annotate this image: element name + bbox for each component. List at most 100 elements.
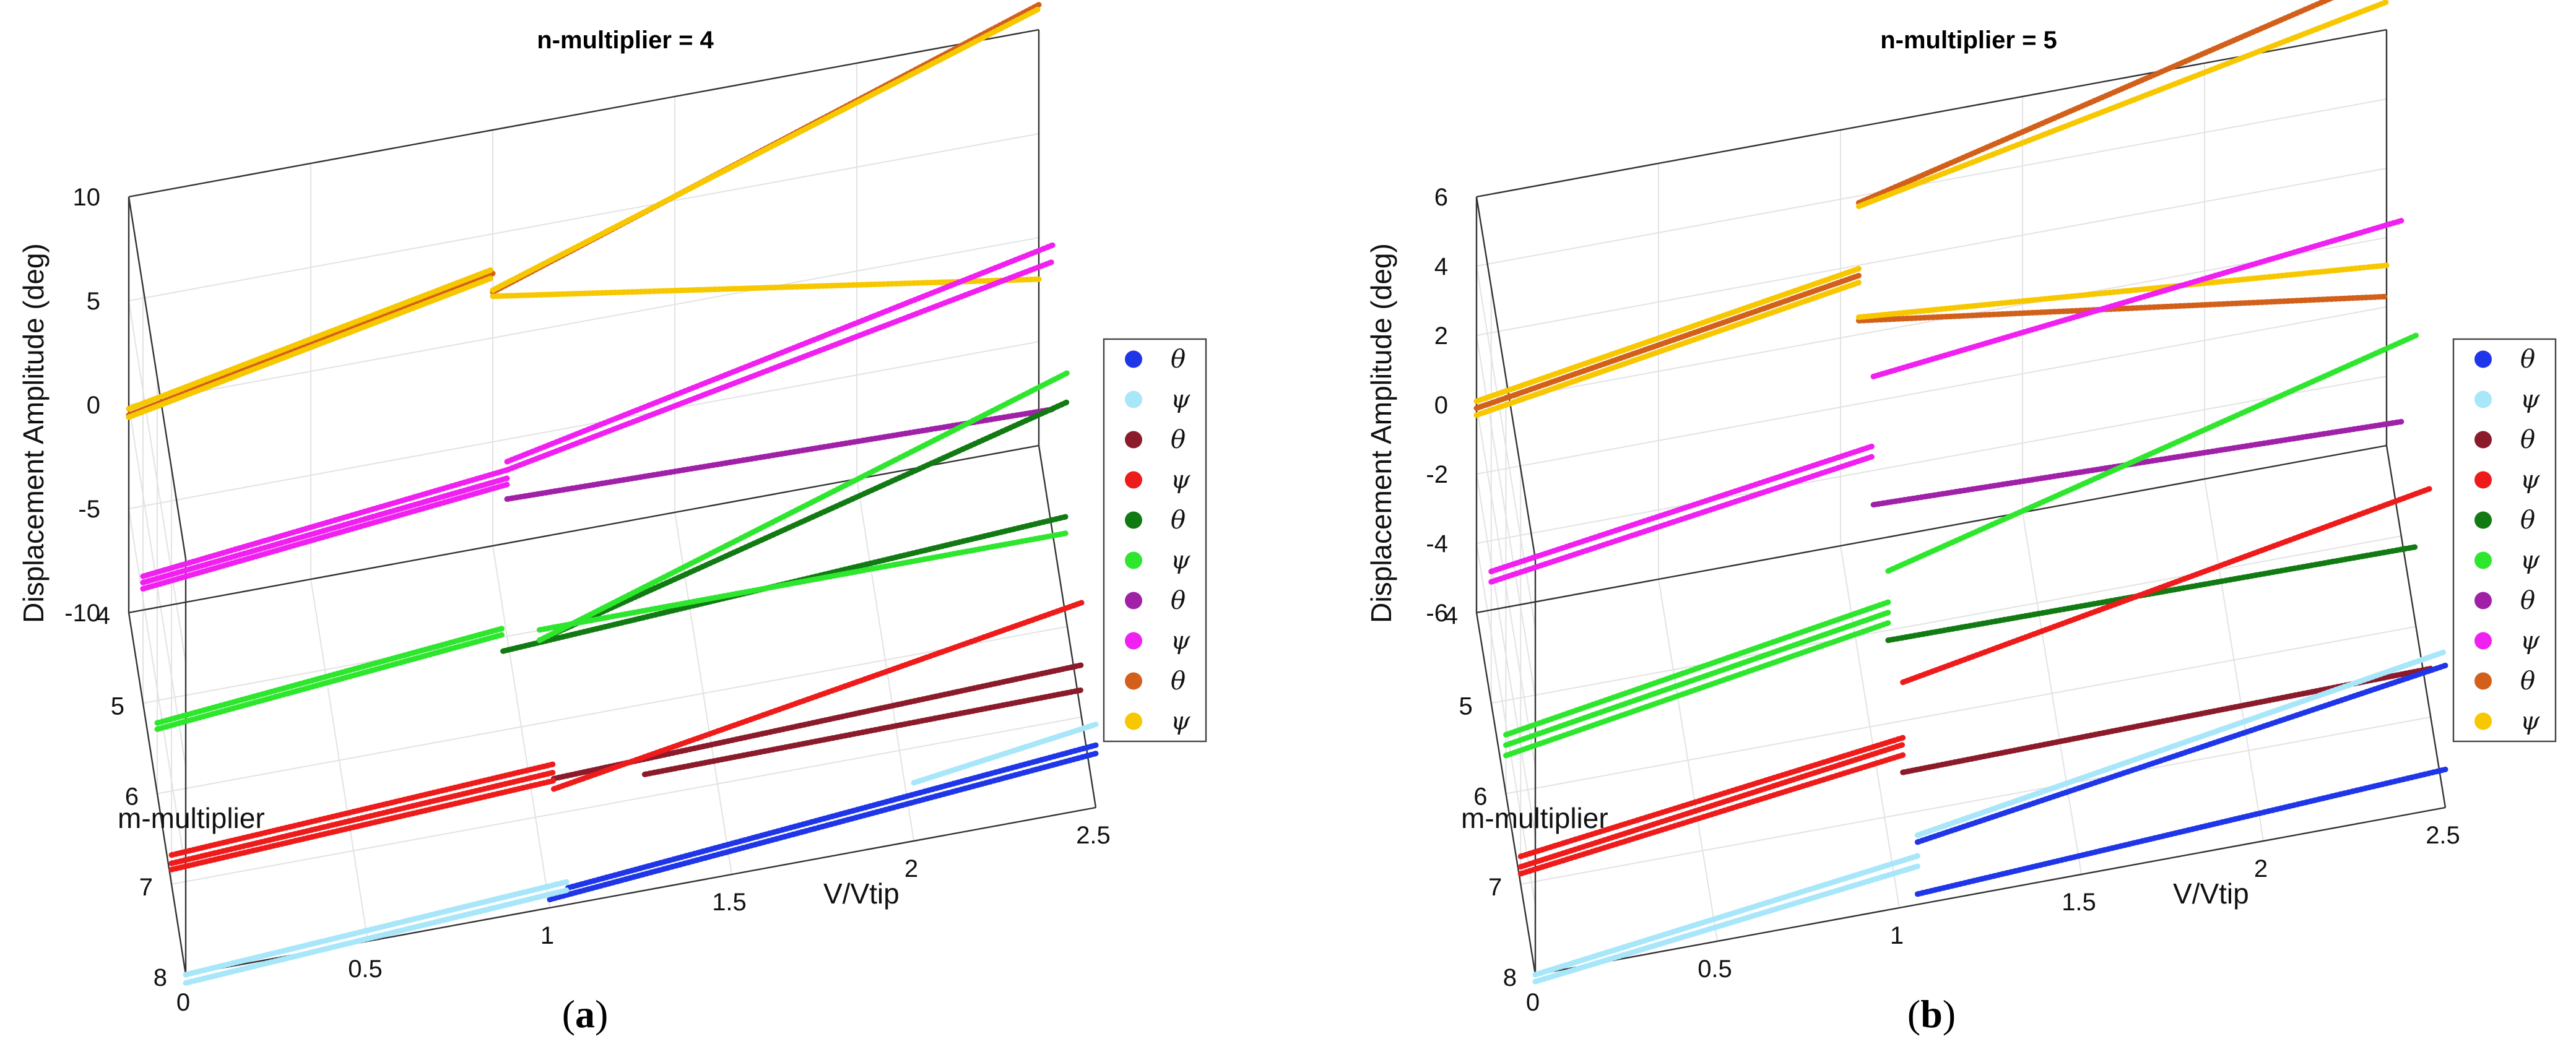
series-line [1532, 863, 1920, 985]
series-line [183, 887, 571, 986]
legend-marker [1125, 350, 1142, 368]
x-axis-label: V/Vtip [2173, 877, 2249, 910]
series-line [1473, 280, 1862, 418]
x-tick-label: 0.5 [1698, 955, 1732, 983]
series-line [1900, 485, 2434, 686]
y-axis-label: m-multiplier [118, 802, 265, 834]
legend-marker [1125, 672, 1142, 690]
series-line [1532, 853, 1920, 978]
series-line [504, 259, 1056, 473]
legend-marker [1125, 431, 1142, 449]
z-tick-label: -4 [1426, 530, 1448, 558]
series-line [1503, 610, 1891, 748]
panel-caption-a: (a) [562, 992, 609, 1036]
z-tick-label: 5 [87, 288, 100, 315]
series-line [911, 722, 1099, 786]
z-tick-label: 6 [1434, 184, 1448, 211]
floor-gridline [1491, 535, 2401, 704]
series-line [1488, 442, 1876, 574]
series-line [168, 769, 557, 866]
plot-series [126, 2, 1099, 986]
series-line [1517, 735, 1906, 860]
series-line [126, 275, 496, 420]
series-line [168, 778, 557, 873]
legend-label: ψ [2520, 466, 2540, 494]
chart-title: n-multiplier = 5 [1880, 27, 2057, 54]
series-line [140, 481, 510, 592]
floor-gridline [1506, 626, 2416, 795]
chart-title: n-multiplier = 4 [537, 27, 714, 54]
series-line [1870, 218, 2405, 379]
legend-label: θ [1171, 506, 1186, 535]
legend-label: ψ [1171, 386, 1190, 414]
axis-ticks: 0 0.5 1 1.5 2 2.5 4 5 6 7 8 -6 -4 -2 0 2 4 6 [1426, 184, 2460, 1016]
legend-marker [2474, 390, 2492, 408]
wall-gridline [128, 341, 1039, 509]
wall-gridline [1476, 237, 2387, 405]
z-tick-label: 10 [73, 184, 101, 211]
z-axis-label: Displacement Amplitude (deg) [1365, 243, 1397, 623]
series-line [168, 761, 557, 858]
legend-marker [2474, 632, 2492, 650]
series-line [140, 467, 510, 579]
legend-marker [2474, 712, 2492, 730]
x-tick-label: 2 [2254, 855, 2268, 882]
y-tick-label: 4 [97, 602, 110, 629]
series-line [1914, 662, 2448, 845]
y-tick-label: 7 [1488, 874, 1502, 901]
x-tick-label: 2 [904, 855, 918, 882]
series-line [154, 631, 506, 732]
axes-grid [1475, 28, 2447, 976]
box-edge [128, 196, 187, 559]
legend-label: ψ [2520, 707, 2540, 736]
legend-marker [2474, 471, 2492, 489]
x-tick-label: 0.5 [348, 955, 383, 983]
x-axis-label: V/Vtip [823, 877, 900, 910]
wall-gridline [128, 508, 186, 871]
x-tick-label: 1.5 [2062, 889, 2096, 916]
legend-box [2452, 338, 2557, 743]
legend-marker [1125, 511, 1142, 529]
legend-label: θ [2520, 667, 2535, 696]
series-line [1503, 599, 1891, 738]
legend-marker [1125, 632, 1142, 650]
series-line [1473, 265, 1862, 404]
series-line [1914, 766, 2448, 897]
legend-label: θ [1171, 426, 1186, 454]
z-tick-label: 0 [87, 392, 100, 419]
series-line [536, 399, 1070, 644]
series-line [1870, 418, 2405, 508]
y-axis-line [128, 612, 187, 975]
z-axis-label: Displacement Amplitude (deg) [17, 243, 50, 623]
box-edge [1476, 28, 2387, 198]
legend-marker [2474, 592, 2492, 610]
y-tick-label: 8 [154, 964, 167, 991]
series-line [550, 600, 1085, 792]
y-tick-label: 7 [139, 874, 153, 901]
legend-marker [1125, 390, 1142, 408]
wall-gridline [1476, 306, 2387, 475]
z-tick-label: 2 [1434, 322, 1448, 350]
legend-label: θ [2520, 426, 2535, 454]
legend-marker [2474, 350, 2492, 368]
z-tick-label: -2 [1426, 461, 1448, 488]
x-tick-label: 2.5 [2426, 822, 2460, 849]
legend-marker [1125, 551, 1142, 569]
y-tick-label: 6 [1473, 783, 1487, 811]
x-tick-label: 1 [1890, 922, 1904, 949]
x-tick-label: 0 [176, 989, 190, 1016]
wall-gridline [1476, 404, 1536, 767]
legend-marker [1125, 712, 1142, 730]
series-line [154, 625, 506, 726]
legend-label: θ [2520, 506, 2535, 535]
floor-edge [2385, 445, 2447, 808]
series-line [565, 742, 1099, 891]
series-line [140, 475, 510, 585]
axis-ticks: 0 0.5 1 1.5 2 2.5 4 5 6 7 8 -10 -5 0 5 10 [64, 184, 1111, 1016]
x-tick-label: 2.5 [1076, 822, 1111, 849]
y-tick-label: 6 [125, 783, 139, 811]
x-tick-label: 0 [1526, 989, 1540, 1016]
legend-marker [2474, 511, 2492, 529]
